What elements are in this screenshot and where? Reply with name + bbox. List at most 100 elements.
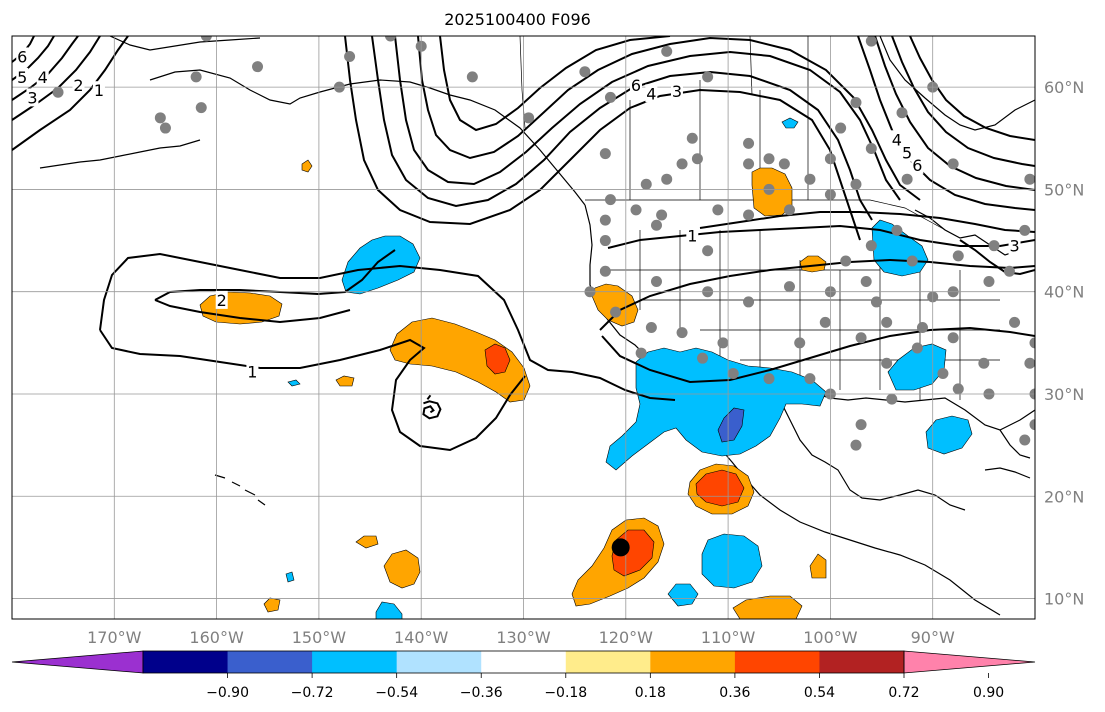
station-point — [819, 316, 831, 328]
contour-jet-7 — [874, 36, 1035, 191]
station-point — [252, 61, 264, 73]
contour-label-bg — [16, 67, 29, 86]
station-point — [911, 342, 923, 354]
contour-jet-9 — [909, 36, 1035, 141]
colorbar-tick-label: 0.54 — [804, 685, 835, 701]
station-point — [947, 158, 959, 170]
alaska-north-coast — [109, 36, 261, 51]
station-point — [865, 143, 877, 155]
station-point — [937, 368, 949, 380]
station-point — [783, 204, 795, 216]
station-point — [906, 255, 918, 267]
contour-label-bg — [215, 290, 228, 309]
contour-jet-1 — [344, 36, 861, 241]
station-point — [1024, 173, 1035, 185]
station-point — [1055, 256, 1066, 267]
longitude-label: 150°W — [292, 628, 347, 647]
colorbar-extend-left — [11, 650, 144, 674]
longitude-label: 160°W — [189, 628, 244, 647]
contour-nw-2 — [12, 36, 101, 121]
colorbar-segment — [396, 651, 482, 673]
contour-label: 5 — [17, 68, 27, 87]
contour-label: 4 — [38, 68, 48, 87]
station-point — [691, 153, 703, 165]
station-point — [697, 352, 709, 364]
colorbar-segment — [481, 651, 567, 673]
latitude-label: 60°N — [1044, 78, 1084, 97]
station-point — [656, 209, 668, 221]
station-point — [743, 137, 755, 149]
station-point — [190, 71, 202, 83]
station-point — [466, 71, 478, 83]
station-point — [983, 275, 995, 287]
station-points — [52, 36, 1066, 489]
station-point — [645, 322, 657, 333]
station-point — [1029, 419, 1035, 431]
station-point — [159, 122, 171, 134]
contour-2-conus — [599, 258, 1035, 331]
shade-blue-tiny2 — [287, 379, 301, 387]
contour-label: 6 — [912, 156, 922, 175]
contour-label-bg — [901, 143, 914, 162]
colorbar-tick-label: −0.36 — [460, 685, 503, 701]
contour-label: 1 — [247, 362, 257, 381]
contour-3-conus — [699, 211, 1035, 233]
longitude-label: 100°W — [803, 628, 858, 647]
latitude-label: 40°N — [1044, 283, 1084, 302]
contour-1-south — [99, 329, 526, 452]
station-point — [599, 265, 611, 277]
contour-label: 3 — [1009, 237, 1019, 256]
station-point — [850, 439, 862, 451]
station-point — [1029, 337, 1035, 349]
station-point — [610, 306, 622, 318]
longitude-labels: 170°W 160°W 150°W 140°W 130°W 120°W 110°W 100°W… — [87, 628, 955, 647]
station-point — [763, 153, 775, 165]
station-point — [978, 357, 990, 369]
latitude-label: 50°N — [1044, 180, 1084, 199]
contour-label: 6 — [17, 47, 27, 66]
latitude-label: 20°N — [1044, 487, 1084, 506]
shade-orange-california — [591, 283, 639, 327]
station-point — [702, 245, 714, 257]
contour-label-bg — [630, 76, 643, 95]
station-point — [1019, 224, 1031, 236]
station-point — [676, 158, 688, 170]
station-point — [840, 255, 852, 267]
low-center-symbol — [422, 394, 442, 420]
longitude-label: 170°W — [87, 628, 142, 647]
contour-label: 6 — [631, 76, 641, 95]
contour-jet-2 — [371, 36, 873, 221]
gulf-coast — [779, 399, 966, 511]
station-point — [599, 235, 611, 247]
station-point — [778, 158, 790, 170]
colorbar-tick-label: −0.18 — [544, 685, 587, 701]
station-point — [763, 373, 775, 385]
station-point — [952, 383, 964, 395]
shade-orange-pacific-small1 — [383, 549, 421, 589]
station-point — [860, 275, 872, 287]
station-point — [916, 322, 928, 333]
shade-orange-plains — [799, 255, 827, 273]
colorbar-tick-label: −0.72 — [291, 685, 334, 701]
station-point — [200, 36, 212, 42]
latitude-label: 30°N — [1044, 385, 1084, 404]
shade-blue-tiny — [285, 571, 295, 583]
colorbar-tick-label: 0.18 — [635, 685, 666, 701]
contour-label-bg — [72, 76, 85, 95]
shade-orange-pacific-small5 — [335, 375, 355, 387]
station-point — [604, 194, 616, 206]
station-point — [947, 332, 959, 344]
station-point — [640, 178, 652, 190]
contour-label-bg — [1008, 236, 1021, 255]
station-point — [599, 148, 611, 160]
longitude-label: 130°W — [496, 628, 551, 647]
contour-1-conus — [607, 224, 1035, 249]
contour-label-bg — [911, 155, 924, 174]
contour-label: 4 — [892, 130, 902, 149]
storm-marker — [611, 538, 630, 557]
contour-label-bg — [670, 82, 683, 101]
contour-1-conus-south — [601, 326, 1035, 384]
contour-label-bg — [16, 47, 29, 66]
contour-nw-1 — [12, 36, 129, 151]
